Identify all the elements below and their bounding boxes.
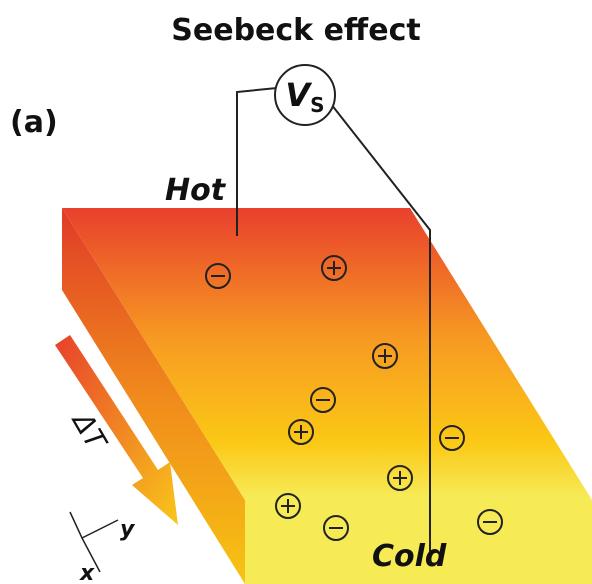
axis-y-label: y <box>120 517 136 542</box>
seebeck-diagram: Seebeck effect (a) VS Hot Cold ΔT y x <box>0 0 592 584</box>
voltage-subscript: S <box>310 93 324 117</box>
axis-lines <box>70 512 118 538</box>
cold-label: Cold <box>372 539 447 574</box>
title: Seebeck effect <box>171 13 420 48</box>
hot-label: Hot <box>165 173 227 208</box>
axis-x-label: x <box>79 561 95 584</box>
panel-label: (a) <box>10 105 58 140</box>
voltage-symbol: V <box>285 76 312 114</box>
slab <box>62 208 592 584</box>
